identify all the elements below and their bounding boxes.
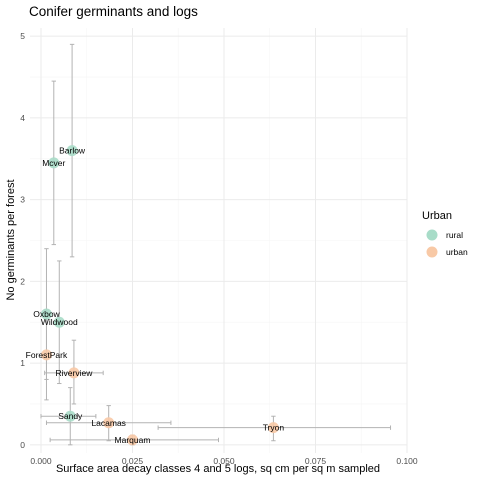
y-tick-label: 5 xyxy=(20,31,25,41)
point-label-forestpark: ForestPark xyxy=(26,350,68,360)
point-label-mcver: Mcver xyxy=(42,158,65,168)
point-label-lacamas: Lacamas xyxy=(91,418,126,428)
data-point-tryon xyxy=(267,422,279,434)
y-axis-title: No germinants per forest xyxy=(5,179,17,300)
y-axis-ticks: 0 1 2 3 4 5 xyxy=(20,31,25,450)
y-tick-label: 2 xyxy=(20,276,25,286)
legend: Urban rural urban xyxy=(422,210,468,258)
legend-key-rural xyxy=(426,229,438,241)
data-point-sandy xyxy=(64,410,76,422)
gridlines xyxy=(30,28,408,453)
x-axis-title: Surface area decay classes 4 and 5 logs,… xyxy=(56,463,380,475)
chart-title: Conifer germinants and logs xyxy=(29,4,198,19)
data-point-lacamas xyxy=(103,417,115,429)
point-label-oxbow: Oxbow xyxy=(33,309,60,319)
point-label-wildwood: Wildwood xyxy=(41,317,78,327)
y-tick-label: 0 xyxy=(20,440,25,450)
data-point-riverview xyxy=(68,367,80,379)
data-point-oxbow xyxy=(40,308,52,320)
data-point-mcver xyxy=(48,157,60,169)
data-point-forestpark xyxy=(40,349,52,361)
y-tick-label: 1 xyxy=(20,358,25,368)
x-axis-ticks: 0.000 0.025 0.050 0.075 0.100 xyxy=(30,456,418,466)
legend-items: rural urban xyxy=(426,229,468,258)
legend-label-rural: rural xyxy=(446,230,463,240)
x-tick-label: 0.025 xyxy=(122,456,144,466)
data-point-barlow xyxy=(66,145,78,157)
point-label-tryon: Tryon xyxy=(263,423,285,433)
x-tick-label: 0.100 xyxy=(396,456,418,466)
legend-title: Urban xyxy=(422,210,452,222)
legend-key-urban xyxy=(426,246,438,258)
y-tick-label: 4 xyxy=(20,113,25,123)
point-label-marquam: Marquam xyxy=(115,435,151,445)
legend-label-urban: urban xyxy=(446,247,468,257)
x-tick-label: 0.000 xyxy=(30,456,52,466)
y-tick-label: 3 xyxy=(20,195,25,205)
data-points xyxy=(40,145,279,446)
data-point-marquam xyxy=(126,434,138,446)
point-label-sandy: Sandy xyxy=(58,411,83,421)
data-point-wildwood xyxy=(53,316,65,328)
x-tick-label: 0.050 xyxy=(213,456,235,466)
point-label-barlow: Barlow xyxy=(59,146,86,156)
point-label-riverview: Riverview xyxy=(56,368,94,378)
x-tick-label: 0.075 xyxy=(305,456,327,466)
